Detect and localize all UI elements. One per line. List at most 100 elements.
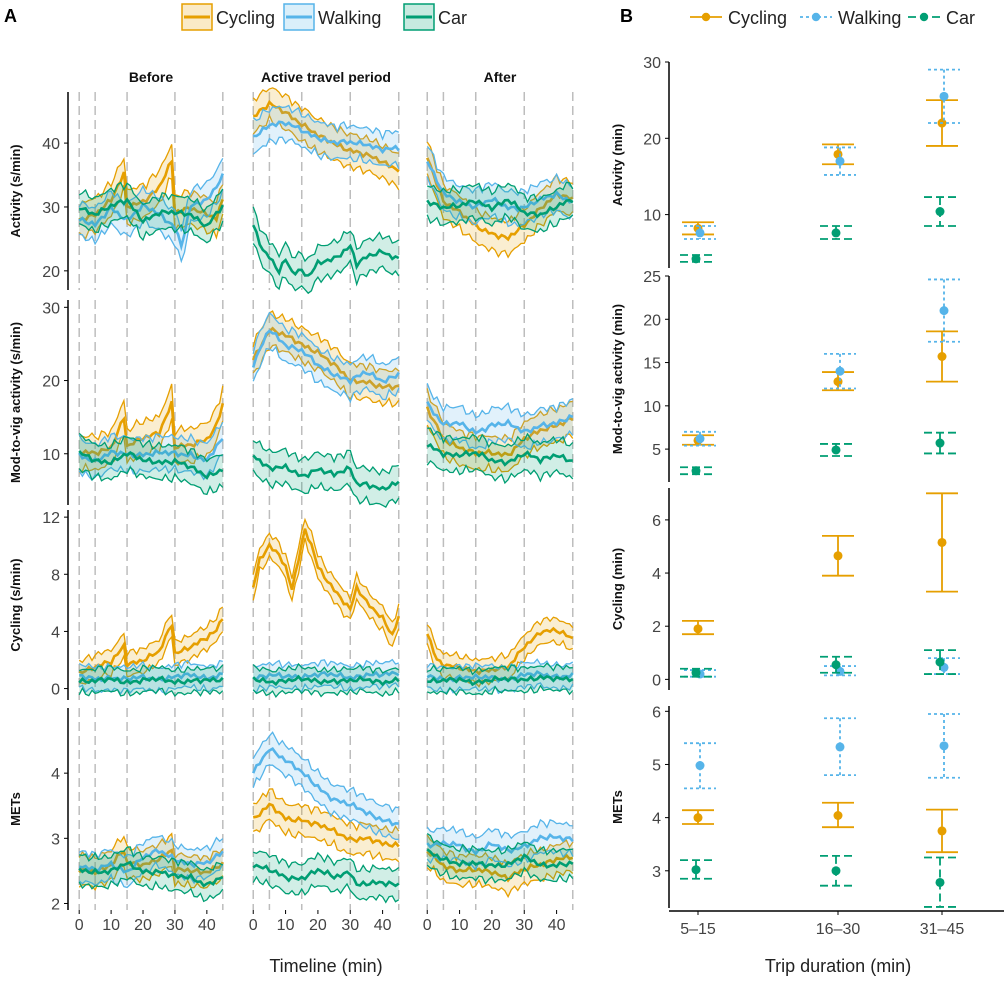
legend-label-car: Car bbox=[946, 8, 975, 28]
mean-line-cycling bbox=[78, 400, 225, 457]
series-cycling bbox=[682, 801, 958, 854]
ci-upper-walking bbox=[252, 104, 400, 141]
ci-band-cycling bbox=[427, 388, 573, 473]
ci-lower-cycling bbox=[252, 343, 400, 408]
mean-point-car bbox=[691, 865, 701, 875]
x-tick-label: 30 bbox=[341, 917, 359, 934]
ci-lower-walking bbox=[252, 345, 400, 404]
mean-point-car bbox=[831, 228, 841, 238]
legend-label-cycling: Cycling bbox=[216, 8, 275, 28]
ci-lower-walking bbox=[252, 136, 400, 169]
ci-upper-car bbox=[427, 427, 574, 449]
x-ticks-after: 0 10 20 30 40 bbox=[423, 910, 566, 934]
legend-dot-walking bbox=[811, 12, 821, 22]
mean-point-walking bbox=[939, 741, 949, 751]
ci-upper-car bbox=[252, 206, 400, 263]
mean-line-car bbox=[426, 442, 573, 467]
y-tick-label: 4 bbox=[652, 566, 661, 583]
ci-band-walking bbox=[253, 105, 399, 169]
x-tick-label: 30 bbox=[166, 917, 184, 934]
mean-line-car bbox=[78, 675, 224, 686]
y-tick-label: 20 bbox=[643, 131, 661, 148]
ci-upper-walking bbox=[78, 834, 224, 860]
mean-point-car bbox=[691, 668, 701, 678]
error-bar-walking bbox=[684, 742, 716, 790]
x-tick-label: 16–30 bbox=[816, 921, 861, 938]
y-tick-label: 4 bbox=[51, 624, 60, 641]
y-tick-label: 20 bbox=[643, 312, 661, 329]
mean-line-car bbox=[252, 863, 400, 888]
error-bar-car bbox=[924, 856, 956, 908]
mean-line-car bbox=[78, 860, 224, 888]
series-car bbox=[680, 431, 956, 476]
error-bar-walking bbox=[684, 430, 716, 447]
ci-upper-cycling bbox=[78, 144, 224, 208]
x-ticks-active-travel-period: 0 10 20 30 40 bbox=[249, 910, 392, 934]
facet-after bbox=[426, 92, 574, 290]
ci-band-walking bbox=[79, 835, 223, 888]
mean-point-cycling bbox=[693, 624, 703, 634]
error-bar-car bbox=[924, 649, 956, 675]
x-tick-label: 31–45 bbox=[920, 921, 965, 938]
error-bar-car bbox=[680, 667, 712, 678]
x-tick-label: 40 bbox=[374, 917, 392, 934]
y-tick-label: 12 bbox=[42, 510, 60, 527]
panel-a-x-title: Timeline (min) bbox=[269, 956, 382, 976]
ci-lower-car bbox=[426, 684, 574, 697]
y-tick-label: 15 bbox=[643, 356, 661, 373]
panel-b-legend: Cycling Walking Car bbox=[690, 8, 975, 28]
panel-b-row-mets: 3 4 5 6 METs bbox=[610, 704, 960, 908]
x-tick-label: 20 bbox=[134, 917, 152, 934]
y-axis-title: Cycling (s/min) bbox=[8, 558, 23, 651]
y-axis-title: Mod-to-vig activity (min) bbox=[610, 304, 625, 454]
mean-line-car bbox=[79, 197, 224, 228]
series-car bbox=[680, 196, 956, 264]
mean-point-walking bbox=[939, 91, 949, 101]
mean-line-walking bbox=[426, 401, 574, 435]
error-bar-walking bbox=[928, 68, 960, 124]
ci-lower-cycling bbox=[426, 424, 574, 474]
error-bar-car bbox=[924, 196, 956, 227]
ci-lower-car bbox=[78, 876, 224, 903]
ci-lower-walking bbox=[252, 764, 399, 841]
error-bar-car bbox=[680, 254, 712, 264]
y-tick-label: 3 bbox=[51, 831, 60, 848]
error-bar-cycling bbox=[926, 330, 958, 383]
y-tick-label: 30 bbox=[42, 200, 60, 217]
column-header-before: Before bbox=[129, 69, 174, 85]
panel-a-label: A bbox=[4, 6, 17, 26]
mean-line-car bbox=[252, 224, 400, 277]
ci-lower-cycling bbox=[78, 865, 224, 891]
y-tick-label: 8 bbox=[51, 567, 60, 584]
ci-upper-cycling bbox=[78, 606, 224, 664]
error-bar-car bbox=[680, 859, 712, 880]
ci-upper-cycling bbox=[78, 832, 224, 862]
error-bar-car bbox=[924, 431, 956, 455]
y-tick-label: 0 bbox=[652, 672, 661, 689]
facet-after bbox=[426, 510, 574, 700]
y-axis-title: Activity (min) bbox=[610, 124, 625, 206]
mean-line-cycling bbox=[252, 802, 400, 848]
series-cycling bbox=[682, 99, 958, 236]
mean-point-walking bbox=[695, 434, 705, 444]
mean-line-cycling bbox=[78, 848, 224, 876]
y-axis-title: METs bbox=[610, 790, 625, 824]
error-bar-cycling bbox=[682, 809, 714, 825]
ci-lower-cycling bbox=[426, 864, 574, 899]
x-tick-label: 5–15 bbox=[680, 921, 716, 938]
y-tick-label: 25 bbox=[643, 269, 661, 286]
mean-line-cycling bbox=[425, 406, 574, 458]
error-bar-walking bbox=[684, 225, 716, 240]
series-walking bbox=[684, 278, 960, 447]
ci-upper-car bbox=[252, 440, 399, 477]
y-tick-label: 40 bbox=[42, 136, 60, 153]
x-tick-label: 40 bbox=[548, 917, 566, 934]
y-tick-label: 30 bbox=[42, 300, 60, 317]
mean-point-walking bbox=[695, 761, 705, 771]
ci-band-cycling bbox=[427, 142, 573, 258]
mean-point-cycling bbox=[937, 351, 947, 361]
y-tick-label: 10 bbox=[42, 447, 60, 464]
ci-lower-car bbox=[426, 212, 574, 234]
